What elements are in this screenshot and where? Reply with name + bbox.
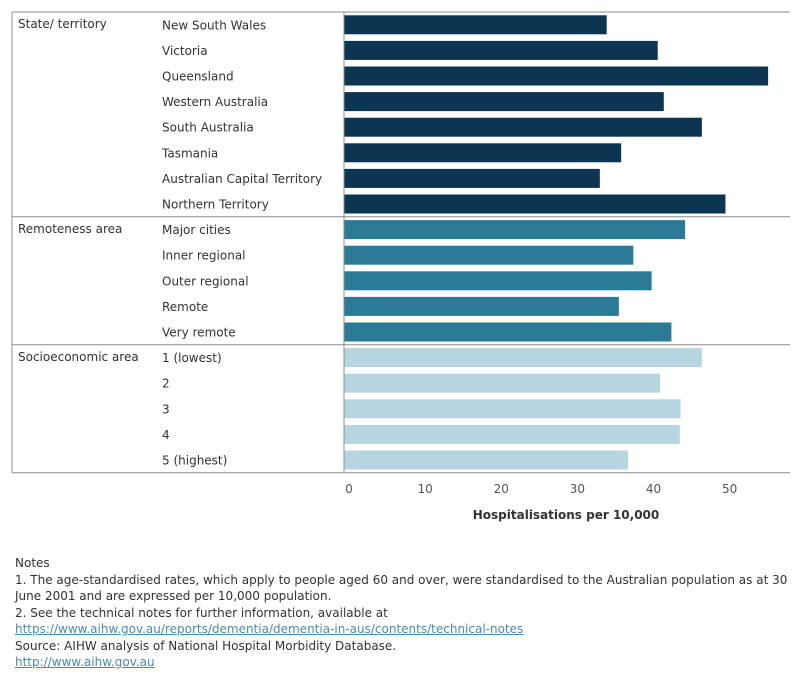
bar — [344, 245, 634, 265]
note-1: 1. The age-standardised rates, which app… — [15, 572, 788, 604]
x-tick-label: 20 — [494, 482, 509, 496]
x-tick-label: 10 — [417, 482, 432, 496]
bar — [344, 168, 600, 188]
notes-section: Notes 1. The age-standardised rates, whi… — [15, 555, 790, 671]
x-tick-label: 30 — [570, 482, 585, 496]
bar — [344, 322, 672, 342]
bar — [344, 348, 702, 368]
bar — [344, 220, 686, 240]
category-label: Major cities — [162, 223, 231, 237]
category-label: Remote — [162, 300, 208, 314]
x-axis-title: Hospitalisations per 10,000 — [473, 508, 660, 522]
bar — [344, 15, 607, 35]
bar — [344, 399, 681, 419]
category-label: Western Australia — [162, 95, 268, 109]
bar — [344, 117, 702, 137]
category-label: 1 (lowest) — [162, 351, 222, 365]
bar — [344, 194, 726, 214]
source-text: Source: AIHW analysis of National Hospit… — [15, 638, 397, 653]
category-label: 5 (highest) — [162, 454, 227, 468]
category-label: 2 — [162, 377, 170, 391]
bar — [344, 450, 629, 470]
category-label: Victoria — [162, 44, 208, 58]
category-label: Northern Territory — [162, 198, 269, 212]
x-tick-label: 0 — [345, 482, 353, 496]
group-label: State/ territory — [18, 17, 107, 31]
bar — [344, 271, 652, 291]
x-tick-label: 40 — [646, 482, 661, 496]
bar — [344, 373, 660, 393]
bar-chart: State/ territory New South Wales Victoria Q… — [11, 11, 790, 522]
technical-notes-link[interactable]: https://www.aihw.gov.au/reports/dementia… — [15, 622, 524, 636]
category-label: Inner regional — [162, 249, 246, 263]
group-label: Remoteness area — [18, 222, 122, 236]
category-label: Tasmania — [161, 146, 218, 160]
category-label: South Australia — [162, 121, 254, 135]
category-label: Queensland — [162, 70, 234, 84]
aihw-link[interactable]: http://www.aihw.gov.au — [15, 655, 155, 669]
category-label: New South Wales — [162, 18, 266, 32]
bar — [344, 143, 622, 163]
bar — [344, 66, 769, 86]
notes-heading: Notes — [15, 556, 50, 570]
category-label: Very remote — [162, 326, 236, 340]
category-label: Australian Capital Territory — [162, 172, 322, 186]
x-tick-label: 50 — [722, 482, 737, 496]
category-label: 3 — [162, 402, 170, 416]
note-2: 2. See the technical notes for further i… — [15, 605, 388, 620]
bar — [344, 424, 680, 444]
category-label: Outer regional — [162, 274, 249, 288]
bar — [344, 296, 619, 316]
bar — [344, 40, 658, 60]
group-label: Socioeconomic area — [18, 350, 139, 364]
bar — [344, 92, 664, 112]
category-label: 4 — [162, 428, 170, 442]
